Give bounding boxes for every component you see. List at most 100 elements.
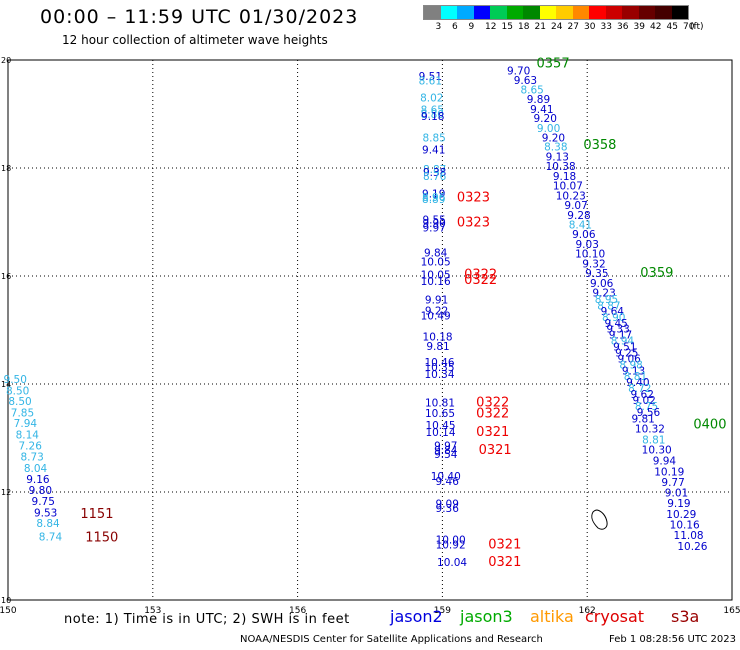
wave-height-value: 9.23	[592, 288, 615, 300]
x-tick-label: 162	[579, 606, 596, 616]
legend-label: 42	[650, 22, 662, 32]
legend-swatch	[556, 6, 573, 19]
wave-height-value: 9.20	[534, 113, 557, 125]
wave-height-value: 10.04	[437, 557, 467, 569]
pass-time-label: 0322	[476, 406, 509, 421]
footer-note: note: 1) Time is in UTC; 2) SWH is in fe…	[64, 612, 350, 627]
wave-height-value: 9.75	[32, 496, 55, 508]
wave-height-value: 8.98	[619, 359, 642, 371]
legend-swatch	[523, 6, 540, 19]
wave-height-value: 9.25	[615, 347, 638, 359]
legend-label: 45	[666, 22, 678, 32]
pass-time-label: 0322	[476, 396, 509, 411]
wave-height-value: 9.91	[425, 295, 448, 307]
wave-height-value: 9.02	[632, 395, 655, 407]
wave-height-value: 8.38	[544, 142, 567, 154]
wave-height-value: 8.02	[420, 93, 443, 105]
legend-swatch	[655, 6, 672, 19]
wave-height-value: 9.51	[419, 71, 442, 83]
wave-height-value: 9.97	[434, 440, 457, 452]
time-labels: 0357035803590400032303230322032203220322…	[80, 57, 726, 570]
wave-height-value: 9.38	[423, 167, 446, 179]
wave-height-value: 8.04	[24, 463, 48, 475]
legend-label: 39	[633, 22, 645, 32]
wave-height-value: 8.84	[36, 518, 60, 530]
wave-height-value: 8.90	[602, 312, 625, 324]
wave-height-value: 9.50	[4, 374, 27, 386]
pass-time-label: 0322	[464, 268, 497, 283]
legend-label: 6	[452, 22, 458, 32]
wave-height-value: 10.19	[654, 466, 684, 478]
legend-label: 70	[683, 22, 695, 32]
x-tick-label: 156	[289, 606, 306, 616]
wave-height-value: 9.28	[567, 210, 590, 222]
wave-height-value: 9.84	[424, 248, 448, 260]
wave-height-value: 10.05	[421, 257, 451, 269]
y-tick-label: 12	[1, 488, 11, 497]
axis-ticks: 150 153 156 159 162 165 20 18 16 14 12 10	[0, 56, 740, 616]
x-tick-label: 165	[723, 606, 740, 616]
wave-height-value: 9.64	[601, 306, 625, 318]
legend-swatch	[440, 6, 457, 19]
wave-height-value: 9.06	[572, 229, 596, 241]
wave-height-value: 8.87	[597, 300, 620, 312]
wave-height-value: 9.77	[661, 477, 684, 489]
satellite-label-s3a: s3a	[671, 607, 700, 626]
legend-label: 33	[600, 22, 612, 32]
satellite-label-cryosat: cryosat	[585, 607, 645, 626]
legend-swatch	[589, 6, 606, 19]
wave-height-value: 9.55	[422, 215, 445, 227]
satellite-label-jason3: jason3	[460, 607, 513, 626]
wave-height-value: 9.90	[422, 218, 445, 230]
wave-height-value: 8.76	[423, 171, 447, 183]
page-subtitle: 12 hour collection of altimeter wave hei…	[62, 33, 328, 47]
satellite-label-jason2: jason2	[390, 607, 443, 626]
wave-height-value: 11.08	[674, 530, 704, 542]
legend-label: 24	[551, 22, 563, 32]
satellite-label-altika: altika	[530, 607, 574, 626]
wave-height-value: 9.89	[527, 94, 550, 106]
wave-height-value: 8.75	[635, 401, 658, 413]
legend-swatch	[424, 6, 441, 19]
legend-unit-label: (ft)	[690, 22, 704, 32]
wave-height-value: 10.16	[670, 520, 700, 532]
observation-labels: 9.518.618.028.658.809.188.859.418.879.38…	[4, 66, 708, 569]
wave-height-value: 9.03	[576, 239, 599, 251]
wave-height-value: 9.97	[422, 223, 445, 235]
wave-height-value: 9.84	[434, 445, 458, 457]
wave-height-value: 9.70	[507, 66, 530, 78]
legend-swatch	[671, 6, 688, 19]
legend-swatch	[506, 6, 523, 19]
wave-height-value: 8.80	[421, 109, 444, 121]
pass-time-label: 0359	[640, 266, 673, 281]
wave-height-value: 9.19	[667, 498, 690, 510]
legend-label: 27	[567, 22, 579, 32]
wave-height-value: 9.81	[631, 413, 654, 425]
legend-label: 15	[501, 22, 513, 32]
wave-height-value: 10.81	[425, 398, 455, 410]
x-tick-label: 153	[144, 606, 161, 616]
wave-height-value: 9.62	[631, 389, 654, 401]
wave-height-value: 8.85	[422, 133, 445, 145]
pass-time-label: 0321	[488, 555, 521, 570]
wave-height-value: 10.14	[425, 427, 455, 439]
legend-label: 18	[518, 22, 530, 32]
wave-height-value: 9.51	[613, 342, 636, 354]
wave-height-value: 8.81	[624, 371, 647, 383]
wave-height-value: 9.33	[606, 324, 629, 336]
y-tick-label: 14	[1, 380, 11, 389]
wave-height-value: 10.46	[424, 357, 454, 369]
legend-label: 36	[617, 22, 629, 32]
wave-height-value: 7.94	[14, 418, 38, 430]
wave-height-value: 9.32	[582, 258, 605, 270]
pass-time-label: 1150	[85, 531, 118, 546]
wave-height-value: 9.01	[665, 487, 688, 499]
x-tick-label: 150	[0, 606, 17, 616]
wave-height-value: 9.22	[425, 305, 448, 317]
wave-height-value: 7.85	[11, 407, 34, 419]
wave-height-value: 9.45	[604, 318, 627, 330]
wave-height-value: 9.17	[609, 330, 632, 342]
y-tick-label: 10	[1, 596, 11, 605]
legend-swatch	[473, 6, 490, 19]
